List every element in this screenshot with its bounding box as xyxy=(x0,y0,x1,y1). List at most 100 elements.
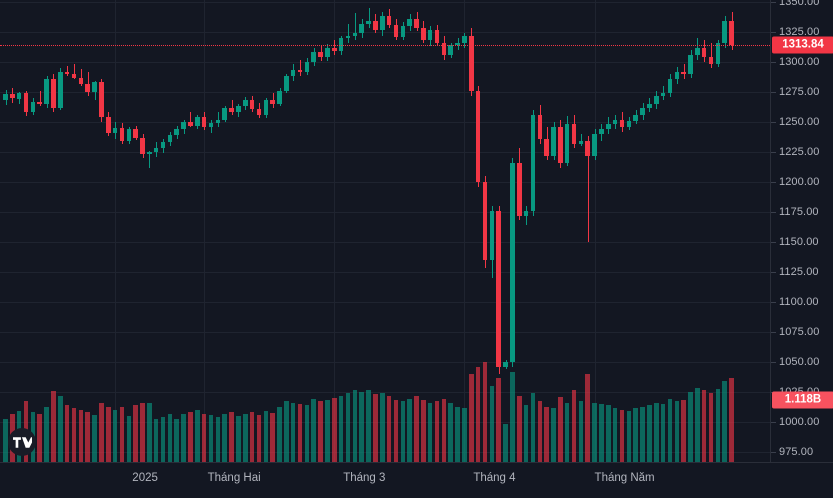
candle-body xyxy=(400,26,406,37)
candle-body xyxy=(592,134,597,156)
volume-bar xyxy=(455,406,460,462)
volume-bar xyxy=(290,402,296,462)
price-tick-mark xyxy=(771,302,776,303)
price-tick-label: 1000.00 xyxy=(779,416,820,428)
price-tick-mark xyxy=(771,62,776,63)
volume-bar xyxy=(544,406,549,462)
candle-body xyxy=(23,93,29,113)
last-price-badge[interactable]: 1313.84 xyxy=(772,36,833,54)
volume-bar xyxy=(633,408,638,462)
volume-bar xyxy=(352,389,358,462)
candle-body xyxy=(345,35,351,38)
volume-bar xyxy=(345,393,351,462)
price-tick-mark xyxy=(771,242,776,243)
candle-body xyxy=(585,141,591,156)
price-tick-mark xyxy=(771,152,776,153)
volume-bar xyxy=(674,401,680,462)
candle-body xyxy=(249,100,255,109)
volume-bar xyxy=(469,373,474,462)
candle-wick xyxy=(581,134,582,146)
volume-bar xyxy=(242,414,248,462)
candle-body xyxy=(489,210,495,260)
volume-bar xyxy=(647,405,652,462)
tradingview-logo[interactable] xyxy=(8,428,36,456)
volume-bar xyxy=(414,396,419,462)
candle-body xyxy=(674,71,680,79)
volume-bar xyxy=(660,404,666,462)
price-tick-label: 1250.00 xyxy=(779,116,820,128)
price-tick-mark xyxy=(771,212,776,213)
candle-wick xyxy=(334,40,335,55)
candle-body xyxy=(496,210,501,367)
volume-bar xyxy=(201,413,207,462)
volume-bar xyxy=(434,401,440,462)
volume-bar xyxy=(325,399,330,462)
price-tick-mark xyxy=(771,452,776,453)
volume-bar xyxy=(482,362,488,462)
candle-body xyxy=(469,35,474,91)
candle-body xyxy=(297,70,303,72)
candle-wick xyxy=(74,64,75,79)
candle-body xyxy=(236,106,241,113)
price-axis[interactable]: 1350.00 1325.00 1300.00 1275.00 1250.00 1225.… xyxy=(770,0,833,462)
candle-body xyxy=(612,119,618,125)
candle-body xyxy=(352,33,358,36)
candle-body xyxy=(44,78,49,104)
candle-body xyxy=(92,82,97,92)
candle-body xyxy=(140,137,145,155)
candle-body xyxy=(715,42,721,65)
candle-body xyxy=(16,93,22,100)
candle-body xyxy=(722,21,728,43)
volume-bar xyxy=(386,395,392,462)
volume-bar xyxy=(58,396,63,462)
volume-bar xyxy=(229,411,234,462)
candle-body xyxy=(318,52,323,58)
candle-wick xyxy=(711,42,712,68)
volume-bar xyxy=(338,395,344,462)
time-tick-label: 2025 xyxy=(132,472,158,484)
volume-bar xyxy=(729,377,734,462)
gridline-horizontal xyxy=(0,122,770,123)
candle-body xyxy=(222,107,227,120)
candle-body xyxy=(544,138,549,156)
candle-body xyxy=(393,24,399,37)
time-axis[interactable]: 2025 Tháng Hai Tháng 3 Tháng 4 Tháng Năm xyxy=(0,462,833,498)
candle-body xyxy=(551,126,556,156)
gridline-horizontal xyxy=(0,32,770,33)
candle-body xyxy=(3,94,8,101)
candle-wick xyxy=(67,65,68,77)
candle-body xyxy=(633,114,638,121)
volume-bar xyxy=(558,397,563,462)
volume-bar xyxy=(688,391,693,462)
volume-bar xyxy=(332,397,337,462)
volume-value-badge[interactable]: 1.118B xyxy=(772,391,833,409)
volume-bar xyxy=(400,401,406,462)
gridline-horizontal xyxy=(0,92,770,93)
price-tick-label: 1125.00 xyxy=(779,266,819,278)
chart-plot-area[interactable] xyxy=(0,0,770,462)
candle-body xyxy=(537,114,543,139)
volume-bar xyxy=(51,390,56,462)
gridline-horizontal xyxy=(0,422,770,423)
candle-body xyxy=(188,122,193,126)
gridline-horizontal xyxy=(0,302,770,303)
price-tick-mark xyxy=(771,92,776,93)
volume-bar xyxy=(564,402,570,462)
volume-bar xyxy=(174,419,180,462)
current-price-line xyxy=(0,45,770,47)
volume-bar xyxy=(373,394,378,462)
volume-bar xyxy=(270,413,275,462)
candle-wick xyxy=(355,12,356,41)
volume-bar xyxy=(263,410,269,462)
candle-body xyxy=(229,107,234,113)
volume-bar xyxy=(153,418,159,462)
volume-bar xyxy=(421,399,426,462)
volume-bar xyxy=(277,406,282,462)
candle-wick xyxy=(588,136,589,242)
price-tick-label: 1300.00 xyxy=(779,56,820,68)
gridline-horizontal xyxy=(0,242,770,243)
candle-wick xyxy=(190,112,191,127)
candle-body xyxy=(290,70,296,77)
gridline-vertical xyxy=(464,0,465,462)
